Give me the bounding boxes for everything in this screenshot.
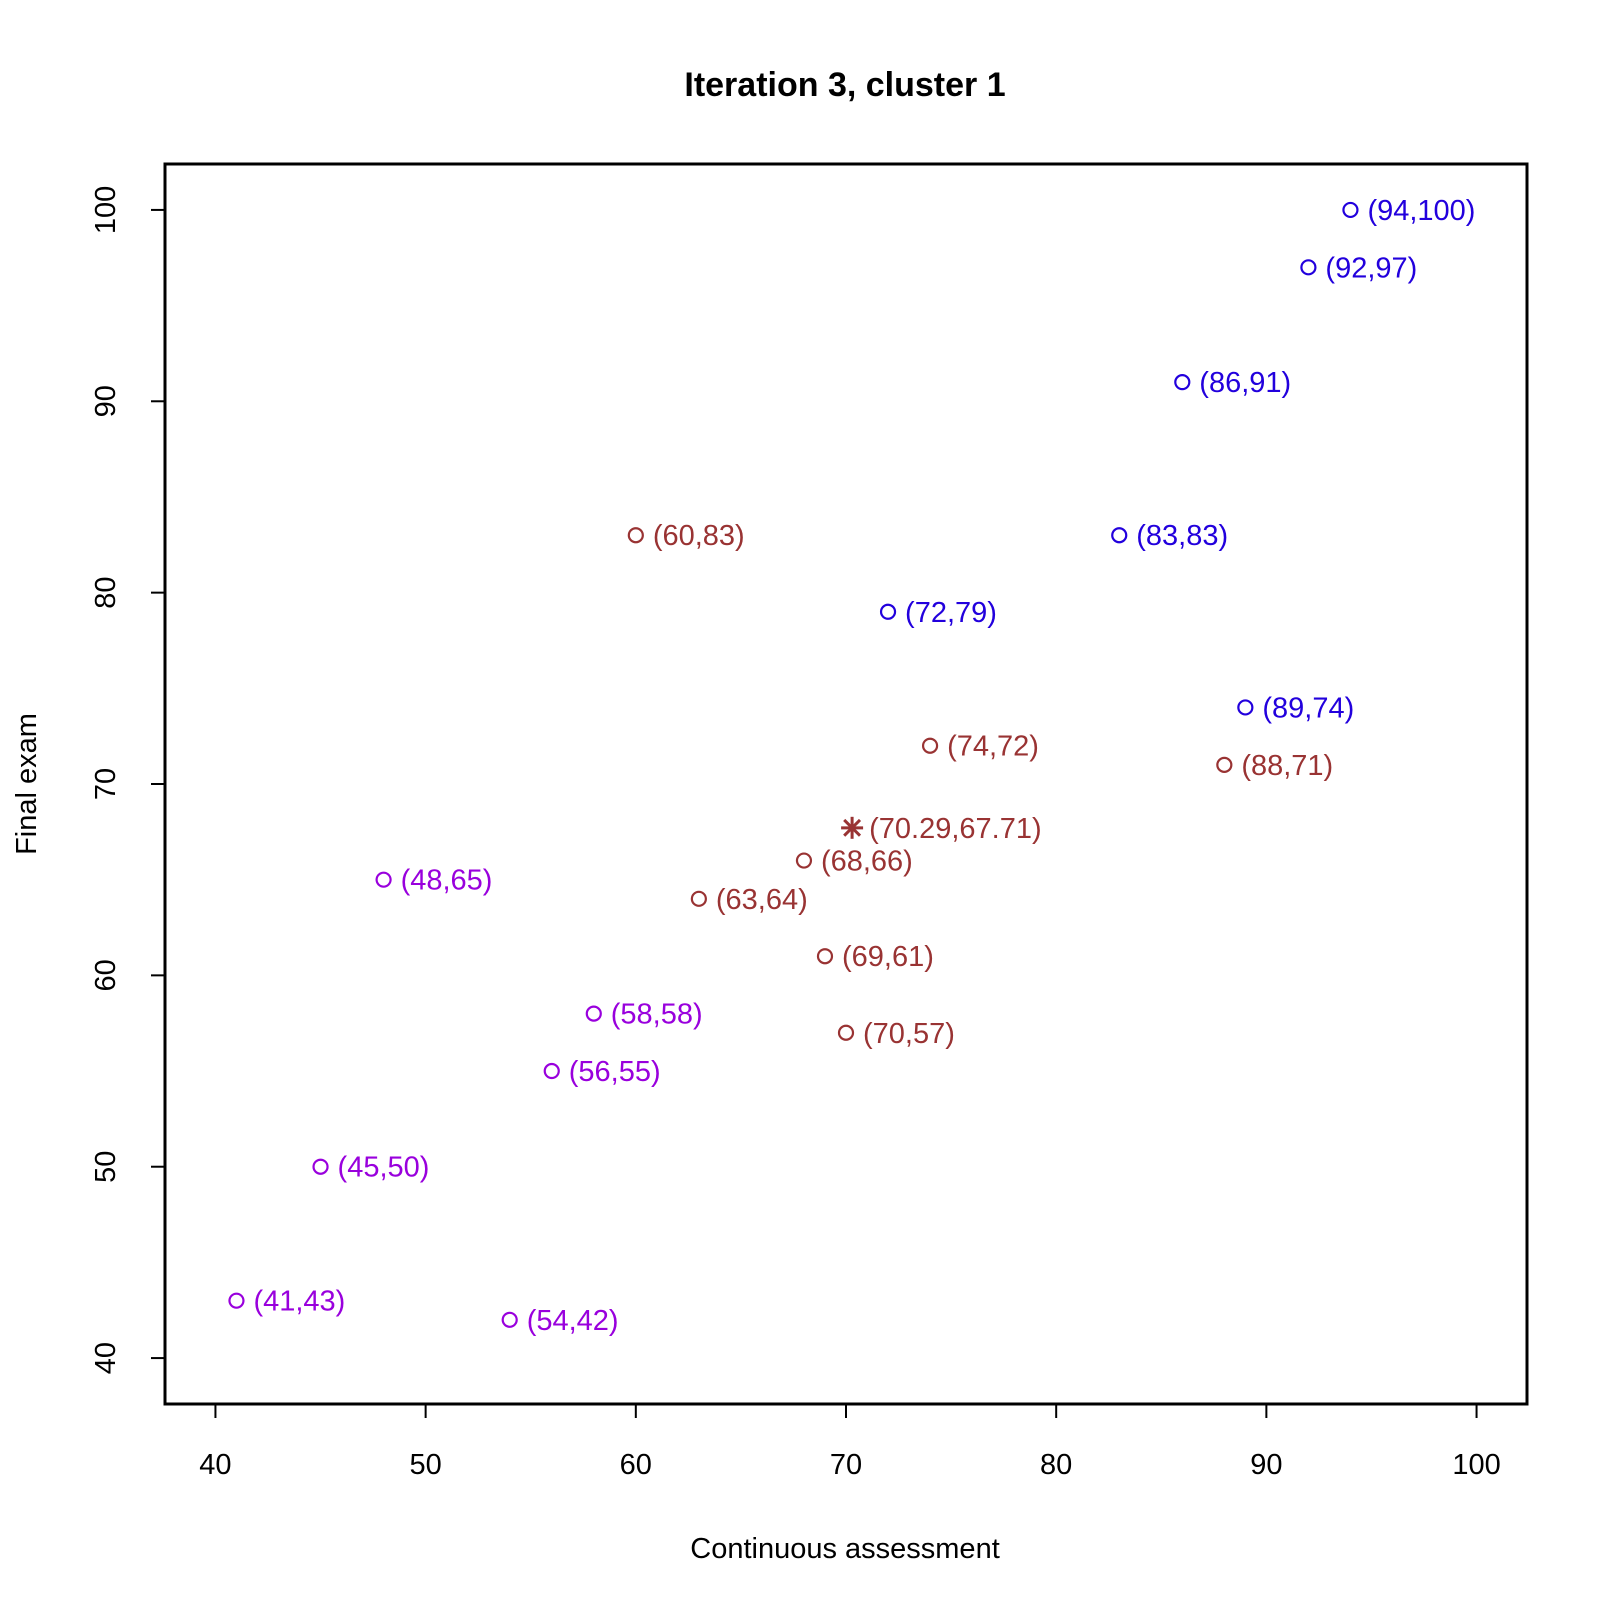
y-axis-label: Final exam [11, 713, 43, 855]
y-tick-label: 50 [90, 1151, 122, 1183]
data-point [1174, 374, 1191, 391]
data-point [312, 1158, 329, 1175]
data-point-label: (68,66) [821, 846, 913, 878]
asterisk-stroke [843, 818, 862, 837]
y-tick-label: 40 [90, 1342, 122, 1374]
data-point-label: (83,83) [1136, 520, 1228, 552]
data-point-label: (89,74) [1262, 692, 1354, 724]
data-points: (94,100) (92,97) (86,91) (83,83) (72,79) (89,… [228, 195, 1475, 1337]
y-tick-label: 100 [90, 186, 122, 234]
data-point [501, 1311, 518, 1328]
data-point [795, 852, 813, 869]
x-tick-label: 90 [1250, 1449, 1282, 1481]
y-tick-label: 60 [90, 959, 122, 991]
data-point-label: (48,65) [401, 865, 493, 897]
data-point [816, 948, 834, 965]
x-axis: 40 50 60 70 80 90 100 [199, 1403, 1501, 1481]
data-point-label: (94,100) [1367, 195, 1475, 227]
x-tick-label: 40 [199, 1449, 231, 1481]
y-tick-label: 80 [90, 577, 122, 609]
data-point [1300, 259, 1317, 276]
data-point [1237, 699, 1254, 716]
y-tick-label: 70 [90, 768, 122, 800]
chart-title: Iteration 3, cluster 1 [684, 66, 1005, 104]
x-tick-label: 100 [1452, 1449, 1500, 1481]
data-point [228, 1292, 245, 1309]
data-point-label: (88,71) [1241, 750, 1333, 782]
data-point [1216, 756, 1233, 773]
cluster-centroid-marker [841, 816, 864, 839]
x-axis-label: Continuous assessment [690, 1533, 1000, 1565]
data-point-label: (92,97) [1325, 252, 1417, 284]
data-point-label: (58,58) [611, 999, 703, 1031]
data-point [837, 1024, 855, 1041]
data-point-label: (63,64) [716, 884, 808, 916]
data-point-label: (69,61) [842, 941, 934, 973]
data-point-label: (74,72) [947, 731, 1039, 763]
y-tick-label: 90 [90, 385, 122, 417]
data-point-label: (70.29,67.71) [869, 813, 1042, 845]
data-point [543, 1062, 560, 1080]
data-point [921, 737, 939, 754]
data-point [585, 1005, 602, 1022]
data-point-label: (54,42) [527, 1305, 619, 1337]
data-point [879, 603, 897, 620]
data-point-label: (56,55) [569, 1056, 661, 1088]
data-point [690, 890, 707, 907]
data-point [1342, 201, 1359, 219]
data-point-label: (86,91) [1199, 367, 1291, 399]
data-point-label: (45,50) [338, 1152, 430, 1184]
data-point-label: (72,79) [905, 597, 997, 629]
x-tick-label: 60 [620, 1449, 652, 1481]
x-tick-label: 80 [1040, 1449, 1072, 1481]
data-point [375, 871, 392, 888]
data-point [1111, 527, 1128, 544]
x-tick-label: 70 [830, 1449, 862, 1481]
x-tick-label: 50 [409, 1449, 441, 1481]
data-point-label: (60,83) [653, 520, 745, 552]
data-point [627, 527, 644, 544]
data-point-label: (41,43) [253, 1286, 345, 1318]
data-point-label: (70,57) [863, 1018, 955, 1050]
y-axis: 40 50 60 70 80 90 100 [90, 186, 166, 1374]
